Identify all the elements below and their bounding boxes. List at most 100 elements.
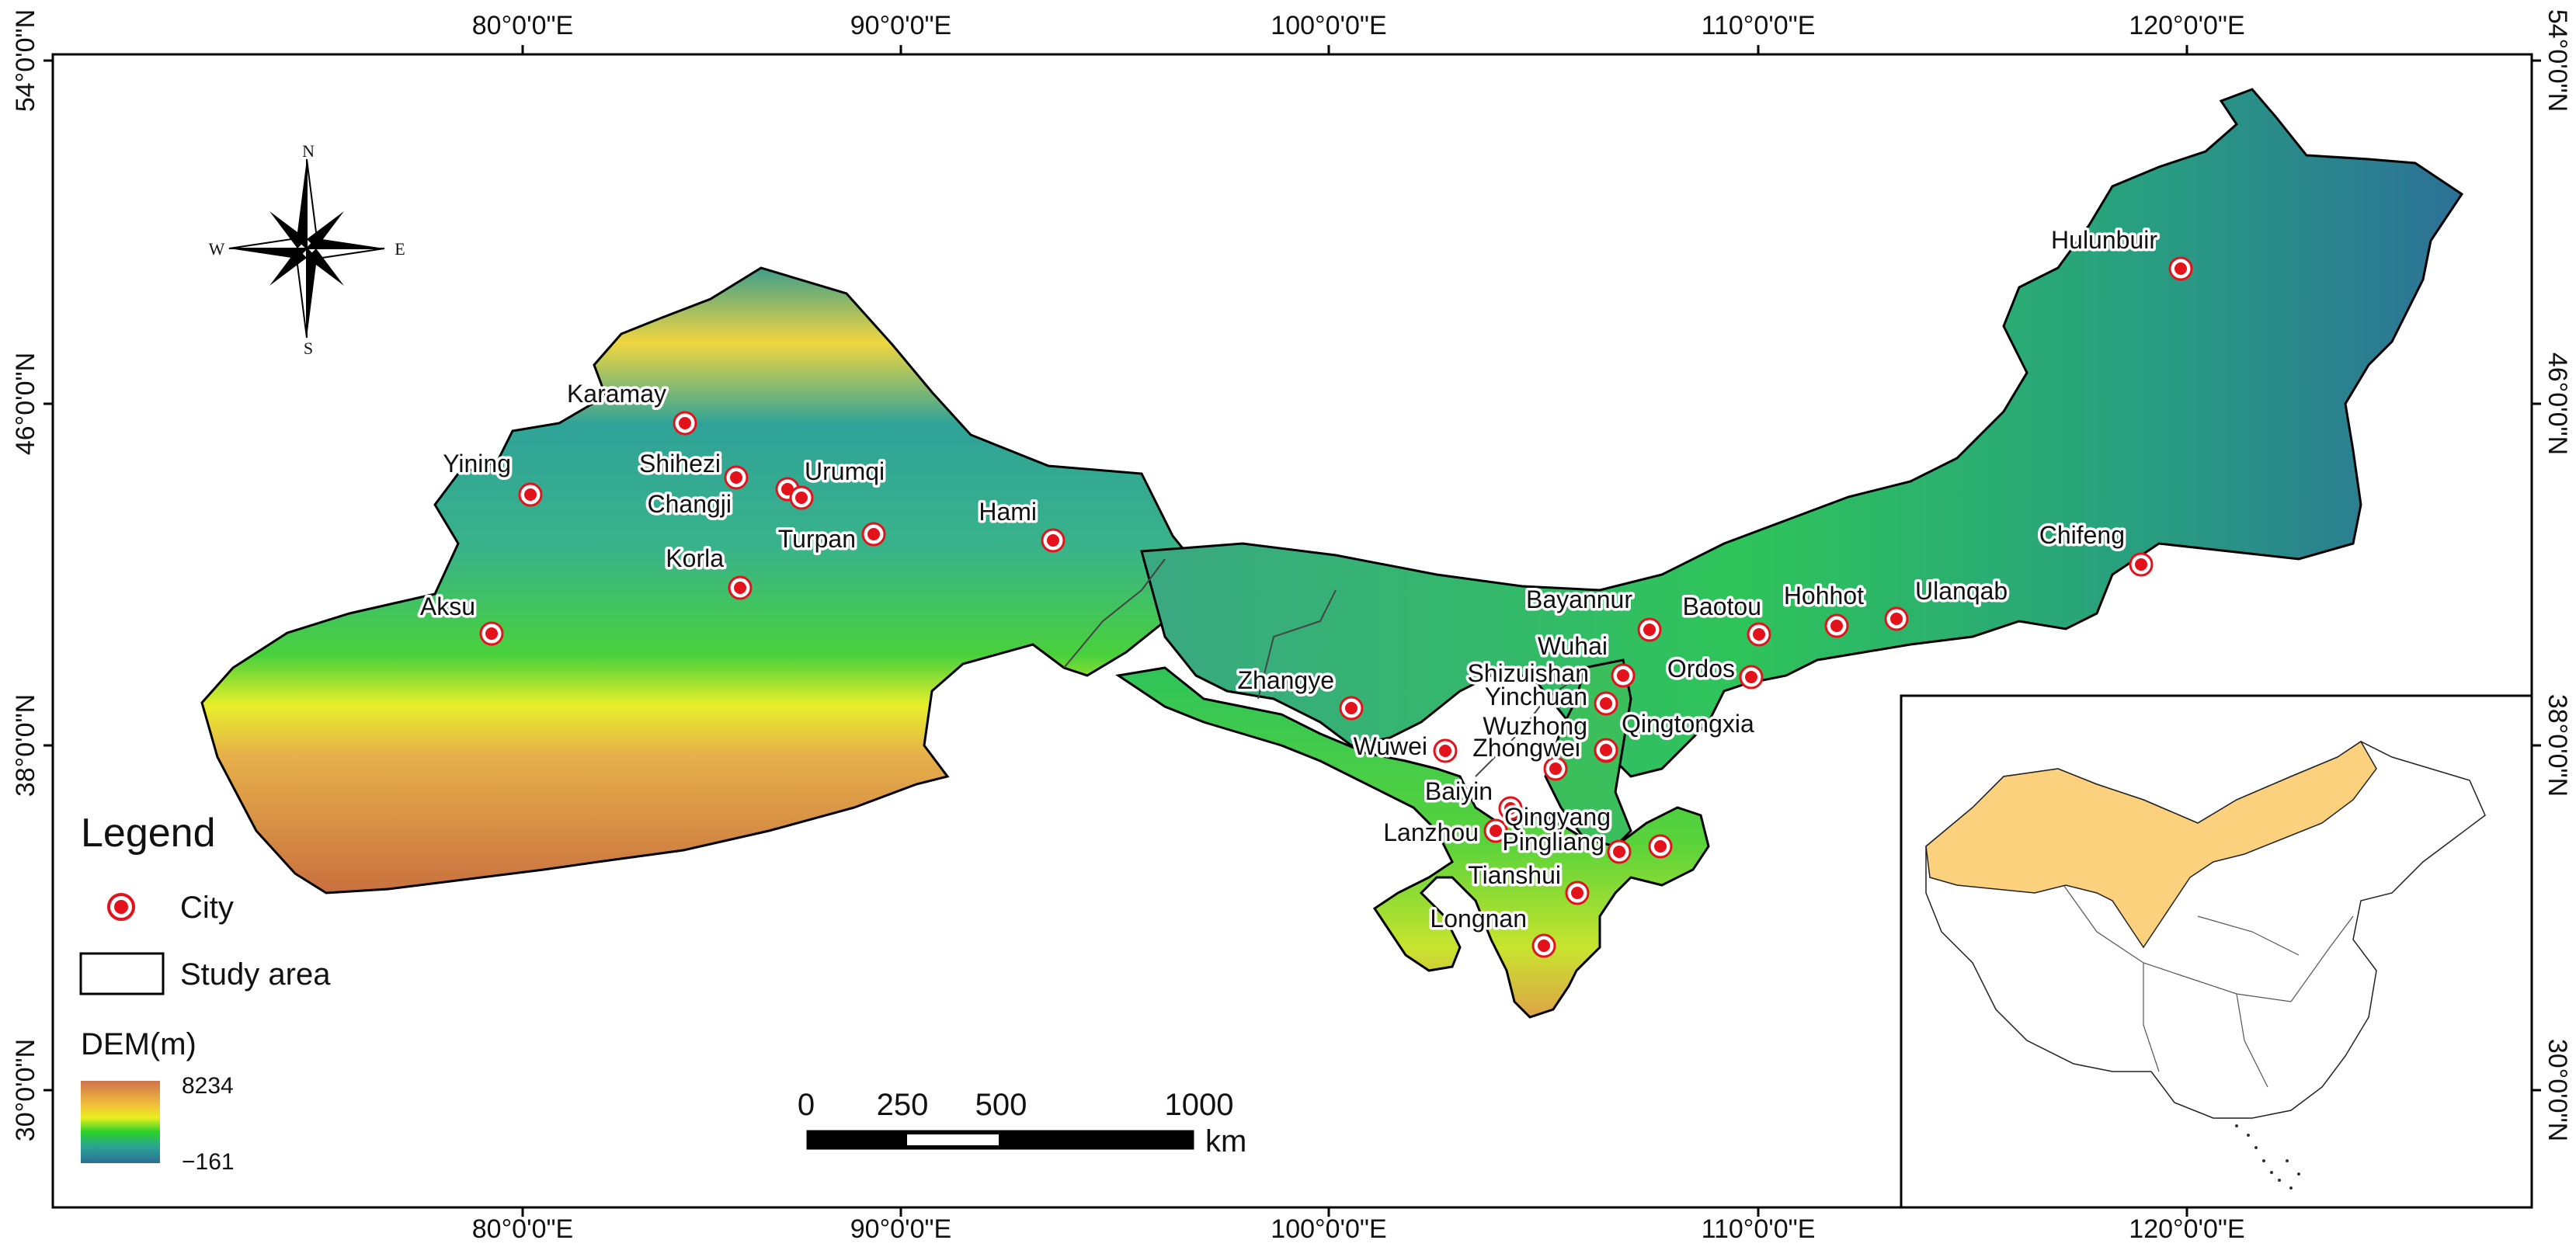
city-label-wuwei: Wuwei bbox=[1354, 732, 1427, 760]
lon-label-bottom-120: 120°0'0"E bbox=[2129, 1214, 2244, 1244]
lat-label-right-30: 30°0'0"N bbox=[2543, 1039, 2572, 1141]
city-label-baiyin: Baiyin bbox=[1425, 777, 1493, 805]
city-marker-pingliang bbox=[1607, 839, 1632, 864]
boundary-line bbox=[1475, 683, 1570, 777]
city-marker-longnan bbox=[1531, 933, 1556, 958]
city-label-wuhai: Wuhai bbox=[1538, 632, 1608, 660]
legend-study-area-label: Study area bbox=[180, 957, 331, 992]
inset-islands bbox=[2235, 1124, 2300, 1190]
legend-city-symbol bbox=[107, 893, 135, 921]
city-marker-aksu bbox=[479, 621, 504, 646]
lat-label-right-38: 38°0'0"N bbox=[2543, 694, 2572, 797]
scale-label-1000: 1000 bbox=[1165, 1088, 1234, 1122]
city-label-qingyang: Qingyang bbox=[1504, 803, 1611, 831]
city-marker-wuhai bbox=[1611, 663, 1636, 688]
legend: Legend City Study area DEM(m) 8234 −161 bbox=[79, 811, 331, 1175]
city-marker-hami bbox=[1041, 528, 1066, 553]
legend-dem-title: DEM(m) bbox=[81, 1027, 196, 1061]
inset-province-line bbox=[2057, 877, 2292, 1002]
city-marker-hohhot bbox=[1824, 613, 1849, 638]
city-label-longnan: Longnan bbox=[1430, 905, 1527, 933]
city-marker-qingyang bbox=[1648, 834, 1673, 859]
inset-map bbox=[1900, 694, 2533, 1209]
city-label-tianshui: Tianshui bbox=[1468, 861, 1561, 889]
city-marker-zhongwei bbox=[1543, 756, 1568, 781]
lat-label-left-54: 54°0'0"N bbox=[11, 9, 40, 112]
lon-label-top-110: 110°0'0"E bbox=[1702, 11, 1816, 40]
city-label-lanzhou: Lanzhou bbox=[1383, 818, 1479, 846]
legend-dem-max: 8234 bbox=[182, 1073, 234, 1099]
city-label-hulunbuir: Hulunbuir bbox=[2051, 226, 2157, 254]
city-marker-baotou bbox=[1747, 622, 1771, 647]
region-xinjiang bbox=[200, 266, 1205, 894]
city-marker-zhangye bbox=[1339, 696, 1364, 721]
city-marker-karamay bbox=[673, 411, 697, 436]
city-label-karamay: Karamay bbox=[567, 380, 666, 408]
legend-dem-min: −161 bbox=[182, 1149, 235, 1175]
lon-label-top-90: 90°0'0"E bbox=[850, 11, 951, 40]
city-label-bayannur: Bayannur bbox=[1526, 585, 1632, 613]
city-marker-yining bbox=[518, 482, 543, 507]
inset-province-line bbox=[2290, 915, 2354, 1002]
city-marker-ulanqab bbox=[1884, 606, 1909, 631]
city-label-chifeng: Chifeng bbox=[2039, 521, 2125, 549]
city-label-qingtongxia: Qingtongxia bbox=[1622, 710, 1754, 738]
lat-label-right-54: 54°0'0"N bbox=[2543, 9, 2572, 112]
lon-label-top-80: 80°0'0"E bbox=[472, 11, 573, 40]
city-marker-tianshui bbox=[1565, 881, 1590, 905]
scale-label-0: 0 bbox=[798, 1088, 815, 1122]
lon-label-top-120: 120°0'0"E bbox=[2129, 11, 2244, 40]
lat-label-right-46: 46°0'0"N bbox=[2543, 353, 2572, 455]
city-marker-qingtongxia bbox=[1594, 738, 1618, 762]
legend-study-area-swatch bbox=[79, 952, 165, 995]
city-marker-bayannur bbox=[1637, 617, 1662, 642]
scale-unit: km bbox=[1205, 1124, 1246, 1158]
legend-title: Legend bbox=[81, 811, 216, 856]
lat-label-left-30: 30°0'0"N bbox=[11, 1039, 40, 1141]
city-label-shihezi: Shihezi bbox=[639, 450, 721, 478]
city-label-zhangye: Zhangye bbox=[1237, 666, 1334, 694]
city-label-hohhot: Hohhot bbox=[1784, 582, 1864, 610]
city-label-shizuishan: Shizuishan bbox=[1467, 659, 1589, 687]
region-inner-mongolia bbox=[1140, 88, 2464, 778]
city-label-ulanqab: Ulanqab bbox=[1915, 577, 2008, 605]
scale-bar: 0 250 500 1000 km bbox=[798, 1088, 1246, 1158]
inset-study-area bbox=[1925, 740, 2377, 949]
city-marker-urumqi bbox=[789, 485, 814, 510]
legend-city-label: City bbox=[180, 891, 234, 925]
city-marker-korla bbox=[728, 575, 753, 600]
scale-label-500: 500 bbox=[975, 1088, 1027, 1122]
lat-label-left-46: 46°0'0"N bbox=[11, 353, 40, 455]
boundary-line bbox=[1257, 589, 1337, 700]
lon-label-bottom-100: 100°0'0"E bbox=[1271, 1214, 1386, 1244]
lon-label-bottom-110: 110°0'0"E bbox=[1702, 1214, 1816, 1244]
city-marker-yinchuan bbox=[1594, 691, 1618, 716]
lon-label-top-100: 100°0'0"E bbox=[1271, 11, 1386, 40]
city-label-urumqi: Urumqi bbox=[805, 457, 885, 485]
inset-province-line bbox=[2143, 963, 2160, 1072]
city-label-hami: Hami bbox=[979, 498, 1037, 526]
inset-frame bbox=[1900, 694, 2533, 1209]
inset-province-line bbox=[2197, 915, 2300, 956]
compass-s: S bbox=[304, 339, 313, 358]
scale-label-250: 250 bbox=[877, 1088, 929, 1122]
boundary-line bbox=[1063, 558, 1166, 669]
city-label-turpan: Turpan bbox=[778, 525, 856, 553]
region-gansu bbox=[1115, 666, 1710, 1019]
city-marker-shihezi bbox=[724, 465, 749, 490]
city-label-yinchuan: Yinchuan bbox=[1485, 683, 1587, 710]
city-label-changji: Changji bbox=[647, 490, 732, 518]
city-marker-hulunbuir bbox=[2168, 256, 2193, 281]
legend-dem-ramp bbox=[81, 1081, 160, 1163]
lat-label-left-38: 38°0'0"N bbox=[11, 694, 40, 797]
graticule-ticks bbox=[43, 45, 2541, 1217]
compass-w: W bbox=[209, 239, 225, 259]
north-arrow: N S E W bbox=[209, 141, 405, 358]
city-marker-ordos bbox=[1739, 665, 1764, 690]
compass-n: N bbox=[302, 141, 315, 161]
city-label-ordos: Ordos bbox=[1667, 655, 1735, 683]
compass-e: E bbox=[395, 239, 405, 259]
city-marker-lanzhou bbox=[1483, 818, 1508, 843]
city-label-wuzhong: Wuzhong bbox=[1483, 712, 1587, 740]
